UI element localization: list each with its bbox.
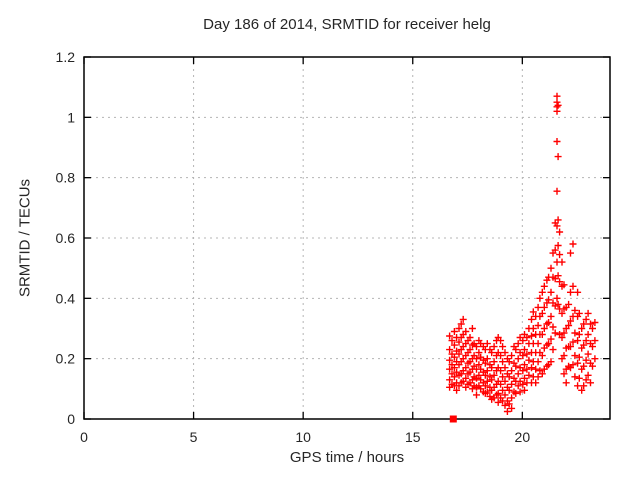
y-tick-label: 0.4	[56, 290, 76, 306]
y-tick-label: 0.6	[56, 230, 76, 246]
x-tick-label: 10	[295, 429, 311, 445]
y-tick-label: 0.2	[56, 351, 76, 367]
grid	[84, 57, 610, 419]
y-tick-label: 0	[67, 411, 75, 427]
chart-title: Day 186 of 2014, SRMTID for receiver hel…	[203, 16, 491, 33]
y-tick-label: 0.8	[56, 170, 76, 186]
x-tick-label: 0	[80, 429, 88, 445]
x-tick-label: 5	[190, 429, 198, 445]
axis-ticks	[83, 56, 610, 420]
x-tick-label: 20	[515, 429, 531, 445]
y-tick-label: 1	[67, 109, 75, 125]
marker-zero-value-marker	[449, 415, 457, 423]
scatter-series-srmtid-values	[446, 92, 599, 415]
x-tick-labels: 0 5 10 15 20	[80, 429, 530, 445]
x-tick-label: 15	[405, 429, 421, 445]
y-tick-labels: 0 0.2 0.4 0.6 0.8 1 1.2	[56, 49, 76, 427]
x-axis-label: GPS time / hours	[289, 449, 405, 466]
y-tick-label: 1.2	[56, 49, 76, 65]
